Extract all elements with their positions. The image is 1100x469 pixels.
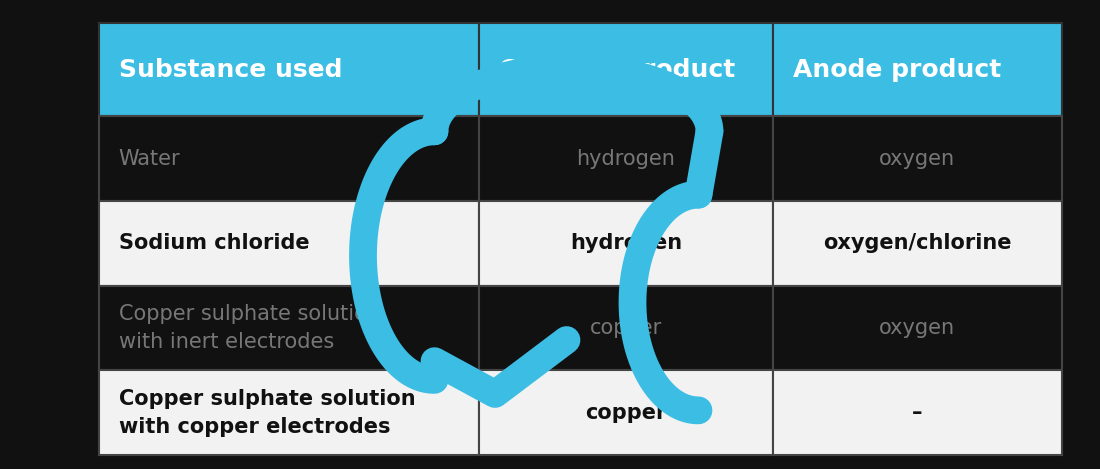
Text: Copper sulphate solution
with inert electrodes: Copper sulphate solution with inert elec… [119,304,380,352]
Bar [99,23,480,116]
Bar [772,370,1062,455]
Bar [480,116,772,201]
Bar [772,201,1062,286]
Bar [772,23,1062,116]
Bar [772,116,1062,201]
Text: hydrogen: hydrogen [570,233,682,253]
Bar [99,286,480,370]
Bar [99,370,480,455]
Text: oxygen: oxygen [879,318,955,338]
Bar [480,201,772,286]
Text: Substance used: Substance used [119,58,342,82]
Text: Copper sulphate solution
with copper electrodes: Copper sulphate solution with copper ele… [119,389,416,437]
Text: Sodium chloride: Sodium chloride [119,233,309,253]
Bar [772,286,1062,370]
Bar [99,201,480,286]
Text: oxygen/chlorine: oxygen/chlorine [823,233,1011,253]
Text: Water: Water [119,149,180,168]
Text: oxygen: oxygen [879,149,955,168]
Text: Cathode product: Cathode product [499,58,735,82]
Text: –: – [912,402,923,423]
Text: hydrogen: hydrogen [576,149,675,168]
Text: Anode product: Anode product [792,58,1001,82]
Bar [480,370,772,455]
Bar [480,23,772,116]
Text: copper: copper [590,318,662,338]
Bar [99,116,480,201]
Bar [480,286,772,370]
Text: copper: copper [585,402,667,423]
